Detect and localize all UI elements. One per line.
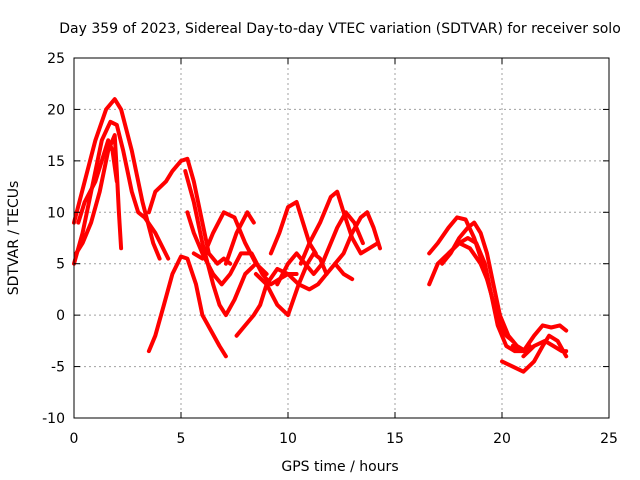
y-tick-label: 15 — [47, 154, 65, 170]
y-tick-label: 0 — [56, 308, 65, 324]
series-arc-19 — [440, 220, 528, 354]
series-arc-4 — [76, 138, 119, 225]
series-arc-22 — [510, 323, 569, 354]
x-tick-label: 0 — [70, 431, 79, 447]
series-arc-17 — [427, 215, 515, 343]
series-arc-7 — [183, 169, 258, 318]
x-tick-label: 10 — [279, 431, 297, 447]
chart-title: Day 359 of 2023, Sidereal Day-to-day VTE… — [59, 21, 621, 37]
series-arc-6 — [146, 254, 228, 359]
plot-frame — [73, 57, 610, 419]
series-arc-18 — [427, 236, 532, 354]
x-tick-label: 20 — [493, 431, 511, 447]
series-arc-10 — [223, 210, 256, 266]
x-tick-label: 25 — [600, 431, 618, 447]
series-arc-9 — [191, 210, 269, 276]
series-arc-21 — [500, 333, 569, 374]
y-tick-label: 10 — [47, 205, 65, 221]
grid — [74, 58, 609, 418]
y-tick-label: -5 — [51, 360, 65, 376]
y-tick-label: -10 — [42, 411, 65, 427]
series-arc-11 — [234, 261, 355, 338]
x-tick-label: 5 — [177, 431, 186, 447]
y-tick-label: 25 — [47, 51, 65, 67]
series-arc-15 — [298, 189, 380, 266]
ticks: 0 5 10 15 20 25 -10 -5 0 5 10 15 20 25 — [42, 51, 618, 447]
y-tick-label: 5 — [56, 257, 65, 273]
series-arc-23 — [521, 338, 569, 359]
series-arc-12 — [253, 251, 329, 318]
series-layer — [72, 97, 569, 374]
series-arc-5 — [146, 156, 233, 266]
y-tick-label: 20 — [47, 102, 65, 118]
y-axis-label: SDTVAR / TECUs — [6, 181, 22, 296]
series-arc-16 — [333, 210, 382, 266]
series-arc-20 — [446, 241, 492, 287]
series-arc-14 — [275, 210, 365, 287]
x-tick-label: 15 — [386, 431, 404, 447]
x-axis-label: GPS time / hours — [281, 459, 398, 475]
series-arc-3 — [74, 133, 124, 256]
